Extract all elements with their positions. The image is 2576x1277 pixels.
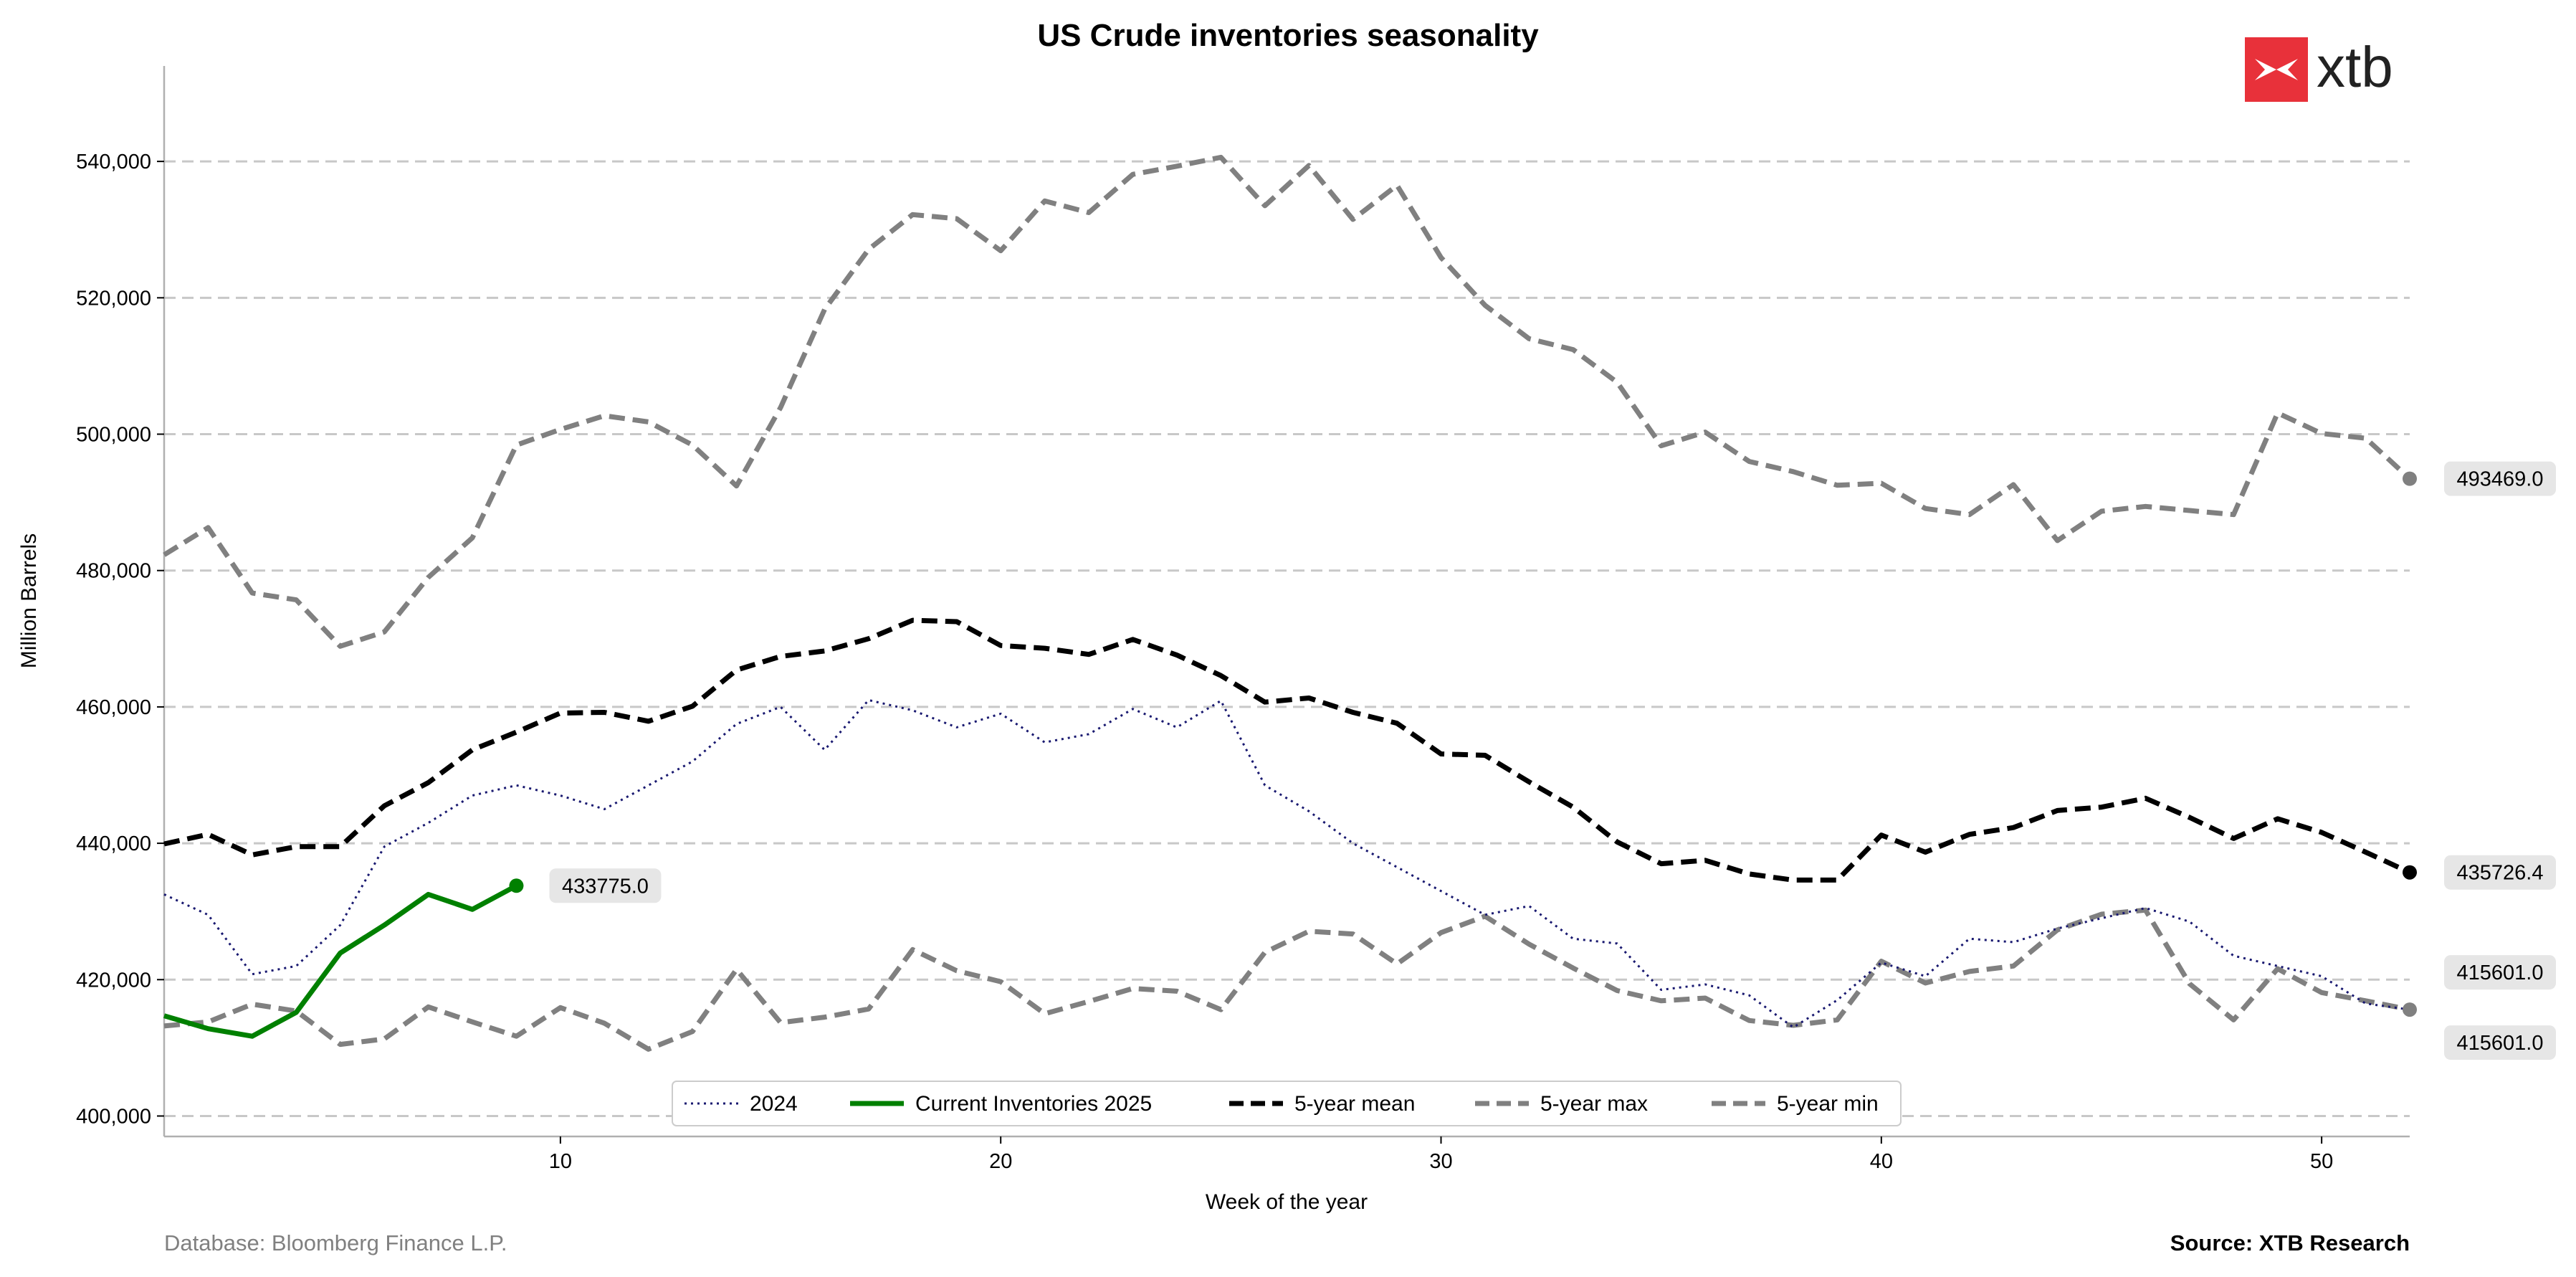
legend-label: 5-year mean [1294,1092,1415,1116]
legend-label: 2024 [750,1092,798,1116]
y-tick-label: 540,000 [76,151,151,174]
series-end-marker [2403,1002,2417,1017]
grid-lines [164,160,2410,1117]
series-line-2024 [163,698,2410,1029]
legend-label: 5-year min [1777,1092,1879,1116]
data-source-note: Database: Bloomberg Finance L.P. [164,1230,507,1255]
chart-title: US Crude inventories seasonality [1037,18,1539,53]
legend-label: Current Inventories 2025 [915,1092,1152,1116]
legend-label: 5-year max [1540,1092,1648,1116]
y-tick-label: 520,000 [76,287,151,310]
y-tick-label: 500,000 [76,424,151,447]
x-axis-ticks: 10 20 30 40 50 [549,1136,2333,1173]
series-line-5-year-min [163,907,2410,1052]
series-line-5-year-mean [163,617,2411,883]
end-label-current-2025: 433775.0 [562,875,649,898]
research-credit: Source: XTB Research [2170,1230,2410,1255]
end-label-5yr-mean-box [2444,855,2556,890]
y-tick-label: 480,000 [76,560,151,583]
end-label-5yr-min-lower-box [2444,1025,2556,1060]
end-label-5yr-mean: 435726.4 [2457,862,2544,885]
series-lines [163,154,2412,1052]
series-end-marker [2403,471,2417,486]
brand-name: xtb [2317,35,2393,99]
series-line-current-inventories-2025 [163,883,518,1039]
y-tick-label: 440,000 [76,832,151,855]
end-label-5yr-min-lower: 415601.0 [2457,1032,2544,1055]
end-label-5yr-max-box [2444,461,2556,496]
y-tick-label: 420,000 [76,969,151,992]
x-tick-label: 30 [1429,1150,1452,1173]
series-end-marker [509,878,524,893]
x-axis-label: Week of the year [1206,1190,1368,1214]
end-label-5yr-max: 493469.0 [2457,468,2544,491]
end-labels: 433775.0 435726.4 493469.0 415601.0 415601.0 [509,461,2556,1060]
y-axis-label: Million Barrels [17,533,41,668]
axes [163,66,2410,1138]
legend: 2024 Current Inventories 2025 5-year mean 5… [672,1081,1902,1126]
end-label-current-2025-box [549,868,662,903]
x-tick-label: 50 [2310,1150,2333,1173]
xtb-logo: xtb [2245,35,2393,102]
x-tick-label: 10 [549,1150,572,1173]
y-tick-label: 460,000 [76,696,151,719]
x-tick-label: 20 [989,1150,1012,1173]
series-end-marker [2403,865,2417,880]
end-label-5yr-min-upper: 415601.0 [2457,962,2544,984]
x-tick-label: 40 [1870,1150,1893,1173]
y-tick-label: 400,000 [76,1105,151,1128]
series-line-5-year-max [163,154,2412,649]
y-axis-ticks: 400,000 420,000 440,000 460,000 480,000 500,0… [76,151,164,1128]
end-label-5yr-min-upper-box [2444,955,2556,990]
